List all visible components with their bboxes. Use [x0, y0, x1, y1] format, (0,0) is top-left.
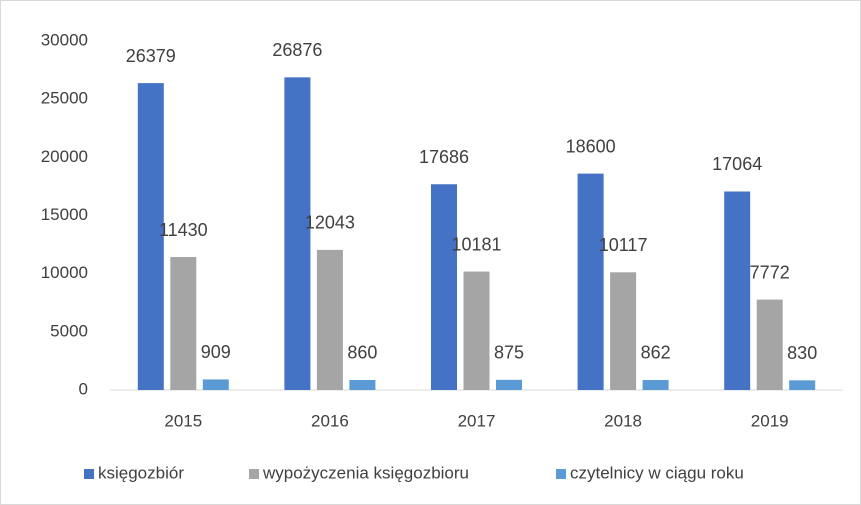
legend-label: wypożyczenia księgozbioru	[262, 463, 469, 482]
x-tick-label: 2017	[458, 411, 496, 430]
y-tick-label: 5000	[50, 321, 88, 340]
x-tick-label: 2016	[311, 411, 349, 430]
data-label: 909	[201, 342, 231, 362]
bar	[724, 191, 751, 390]
bar	[170, 257, 197, 390]
data-label: 11430	[159, 220, 208, 240]
x-tick-label: 2018	[604, 411, 642, 430]
data-label: 17064	[712, 154, 762, 174]
y-tick-label: 0	[79, 379, 88, 398]
y-tick-label: 30000	[41, 30, 88, 49]
y-tick-label: 10000	[41, 263, 88, 282]
data-label: 17686	[419, 147, 469, 167]
bar	[789, 380, 816, 390]
bar	[756, 299, 783, 390]
data-label: 7772	[750, 262, 790, 282]
legend-swatch	[84, 469, 94, 479]
data-label: 12043	[305, 213, 355, 233]
y-tick-label: 20000	[41, 147, 88, 166]
bar	[577, 173, 604, 390]
data-label: 26876	[272, 40, 322, 60]
data-label: 830	[787, 343, 817, 363]
bar	[431, 184, 457, 390]
data-label: 860	[347, 343, 377, 363]
legend-swatch	[249, 469, 259, 479]
bar	[642, 379, 669, 390]
x-tick-label: 2015	[164, 411, 202, 430]
data-label: 862	[641, 343, 671, 363]
x-tick-label: 2019	[751, 411, 789, 430]
bar	[349, 379, 376, 390]
data-label: 10181	[451, 234, 501, 254]
bar	[496, 379, 522, 390]
data-label: 26379	[126, 46, 176, 66]
data-label: 10117	[599, 235, 648, 255]
bar	[463, 271, 490, 390]
data-label: 18600	[566, 136, 616, 156]
legend-label: księgozbiór	[98, 463, 184, 482]
y-tick-label: 15000	[41, 205, 88, 224]
legend-label: czytelnicy w ciągu roku	[570, 463, 744, 482]
bar	[137, 83, 164, 390]
bar	[610, 272, 637, 390]
bar	[202, 379, 229, 390]
bar	[284, 77, 311, 391]
legend-swatch	[556, 469, 566, 479]
y-tick-label: 25000	[41, 89, 88, 108]
data-label: 875	[494, 343, 524, 363]
bar	[316, 249, 343, 390]
